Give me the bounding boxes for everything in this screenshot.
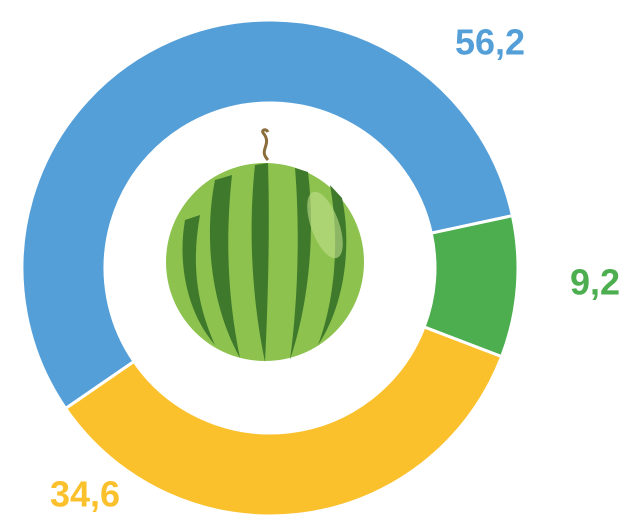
data-label: 56,2: [455, 22, 525, 63]
data-label: 9,2: [570, 262, 620, 303]
watermelon: [166, 128, 364, 362]
donut-segment: [63, 325, 504, 517]
donut-segment: [20, 18, 515, 411]
data-label: 34,6: [50, 474, 120, 515]
